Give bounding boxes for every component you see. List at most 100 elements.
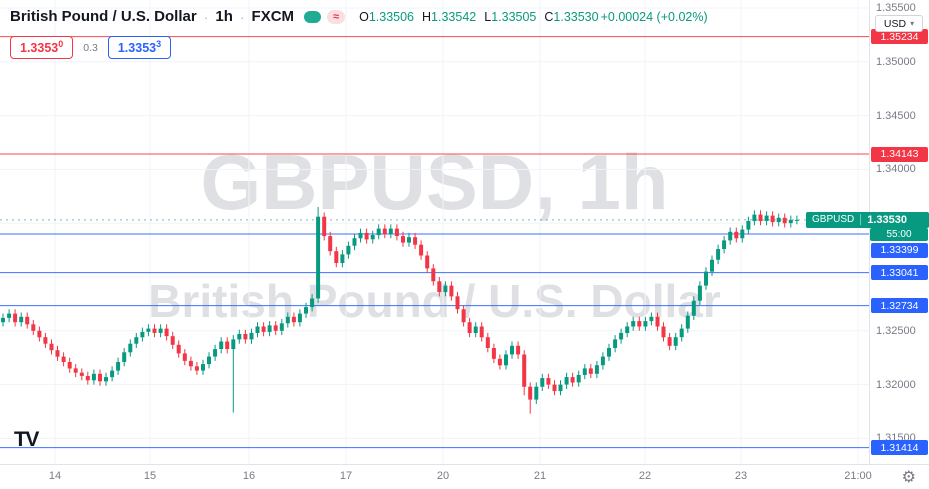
candle bbox=[740, 225, 745, 243]
candle bbox=[104, 372, 108, 386]
candle bbox=[722, 236, 727, 254]
candle bbox=[261, 322, 266, 337]
candle bbox=[697, 281, 702, 305]
candle bbox=[558, 380, 563, 396]
sell-button[interactable]: 1.33530 bbox=[10, 36, 74, 60]
candle bbox=[316, 207, 321, 303]
candle bbox=[497, 354, 502, 370]
low-value: 1.33505 bbox=[491, 9, 537, 24]
candle bbox=[734, 227, 739, 243]
candle bbox=[128, 339, 133, 357]
price-level-label[interactable]: 1.34143 bbox=[871, 146, 928, 162]
close-value: 1.33530 bbox=[553, 9, 599, 24]
candle bbox=[219, 337, 224, 354]
candle bbox=[528, 382, 533, 414]
candle bbox=[43, 332, 48, 348]
candle bbox=[794, 215, 799, 225]
candle bbox=[776, 213, 781, 227]
candle bbox=[25, 312, 30, 329]
candle bbox=[249, 328, 254, 344]
market-status-icon[interactable] bbox=[304, 10, 322, 23]
candle bbox=[576, 370, 581, 387]
candle bbox=[310, 294, 315, 312]
candle bbox=[382, 224, 387, 239]
candle bbox=[98, 369, 102, 386]
candle bbox=[116, 357, 121, 375]
candle bbox=[37, 326, 42, 342]
candle bbox=[685, 311, 690, 333]
candle bbox=[364, 228, 369, 244]
candle bbox=[255, 322, 260, 338]
candle bbox=[67, 357, 72, 373]
candle bbox=[764, 211, 769, 226]
candle bbox=[394, 224, 399, 241]
symbol-title[interactable]: British Pound / U.S. Dollar bbox=[10, 8, 197, 25]
interval-label[interactable]: 1h bbox=[215, 8, 233, 25]
candle bbox=[243, 329, 248, 344]
candle bbox=[267, 321, 272, 337]
time-axis[interactable]: ⚙ 14 15 16 17 20 21 22 23 21:00 bbox=[0, 464, 929, 489]
candle bbox=[619, 328, 624, 344]
candle bbox=[788, 215, 793, 228]
candle bbox=[752, 210, 757, 226]
chart-canvas[interactable] bbox=[0, 0, 869, 464]
candle bbox=[746, 216, 751, 234]
high-label: H bbox=[422, 9, 432, 24]
exchange-label[interactable]: FXCM bbox=[251, 8, 295, 25]
candle bbox=[667, 332, 672, 351]
time-tick: 23 bbox=[734, 470, 748, 482]
buy-price-sup: 3 bbox=[156, 39, 162, 49]
price-level-label[interactable]: 1.33399 bbox=[871, 242, 928, 258]
candle bbox=[534, 382, 539, 404]
time-tick: 21 bbox=[533, 470, 547, 482]
candle bbox=[134, 332, 139, 348]
chart-header: British Pound / U.S. Dollar · 1h · FXCM … bbox=[10, 8, 708, 25]
sell-price: 1.3353 bbox=[20, 41, 59, 56]
buy-button[interactable]: 1.33533 bbox=[107, 36, 172, 60]
candle bbox=[570, 372, 575, 387]
candle bbox=[716, 244, 721, 265]
buy-price: 1.3353 bbox=[117, 41, 157, 56]
price-level-label[interactable]: 1.35234 bbox=[871, 29, 928, 45]
candle bbox=[625, 322, 630, 338]
settings-gear-icon[interactable]: ⚙ bbox=[901, 467, 916, 486]
candle bbox=[661, 322, 666, 342]
price-level-label[interactable]: 1.33041 bbox=[871, 265, 928, 281]
candle bbox=[182, 349, 187, 366]
candle bbox=[19, 312, 24, 327]
currency-selector[interactable]: USD ▾ bbox=[875, 15, 923, 32]
candle bbox=[201, 359, 205, 375]
candle bbox=[231, 335, 236, 413]
candle bbox=[588, 364, 593, 379]
candle bbox=[146, 324, 151, 337]
candle bbox=[164, 324, 169, 341]
tradingview-logo[interactable]: TV bbox=[14, 428, 39, 451]
candle bbox=[376, 224, 381, 240]
candle bbox=[600, 352, 605, 370]
candle bbox=[297, 309, 302, 327]
candle bbox=[770, 211, 775, 227]
candle bbox=[728, 227, 733, 245]
candle bbox=[691, 296, 696, 320]
time-tick: 15 bbox=[143, 470, 157, 482]
candle bbox=[31, 320, 36, 336]
price-level-label[interactable]: 1.32734 bbox=[871, 298, 928, 314]
candle bbox=[479, 322, 484, 342]
candle bbox=[467, 317, 472, 338]
price-level-label[interactable]: 1.31414 bbox=[871, 440, 928, 456]
candle bbox=[152, 324, 157, 338]
candle bbox=[328, 231, 333, 256]
candle bbox=[225, 337, 230, 354]
price-tick: 1.35500 bbox=[876, 2, 916, 14]
candle bbox=[61, 352, 66, 367]
current-price-value: 1.33530 bbox=[867, 213, 907, 226]
price-tick: 1.34000 bbox=[876, 163, 916, 176]
candle bbox=[346, 241, 351, 259]
candle bbox=[340, 250, 345, 268]
candle bbox=[631, 316, 636, 331]
candle bbox=[516, 341, 521, 359]
current-price-label[interactable]: GBPUSD 1.33530 bbox=[806, 211, 929, 228]
candle bbox=[582, 364, 587, 380]
delayed-data-icon[interactable]: ≈ bbox=[327, 9, 346, 24]
